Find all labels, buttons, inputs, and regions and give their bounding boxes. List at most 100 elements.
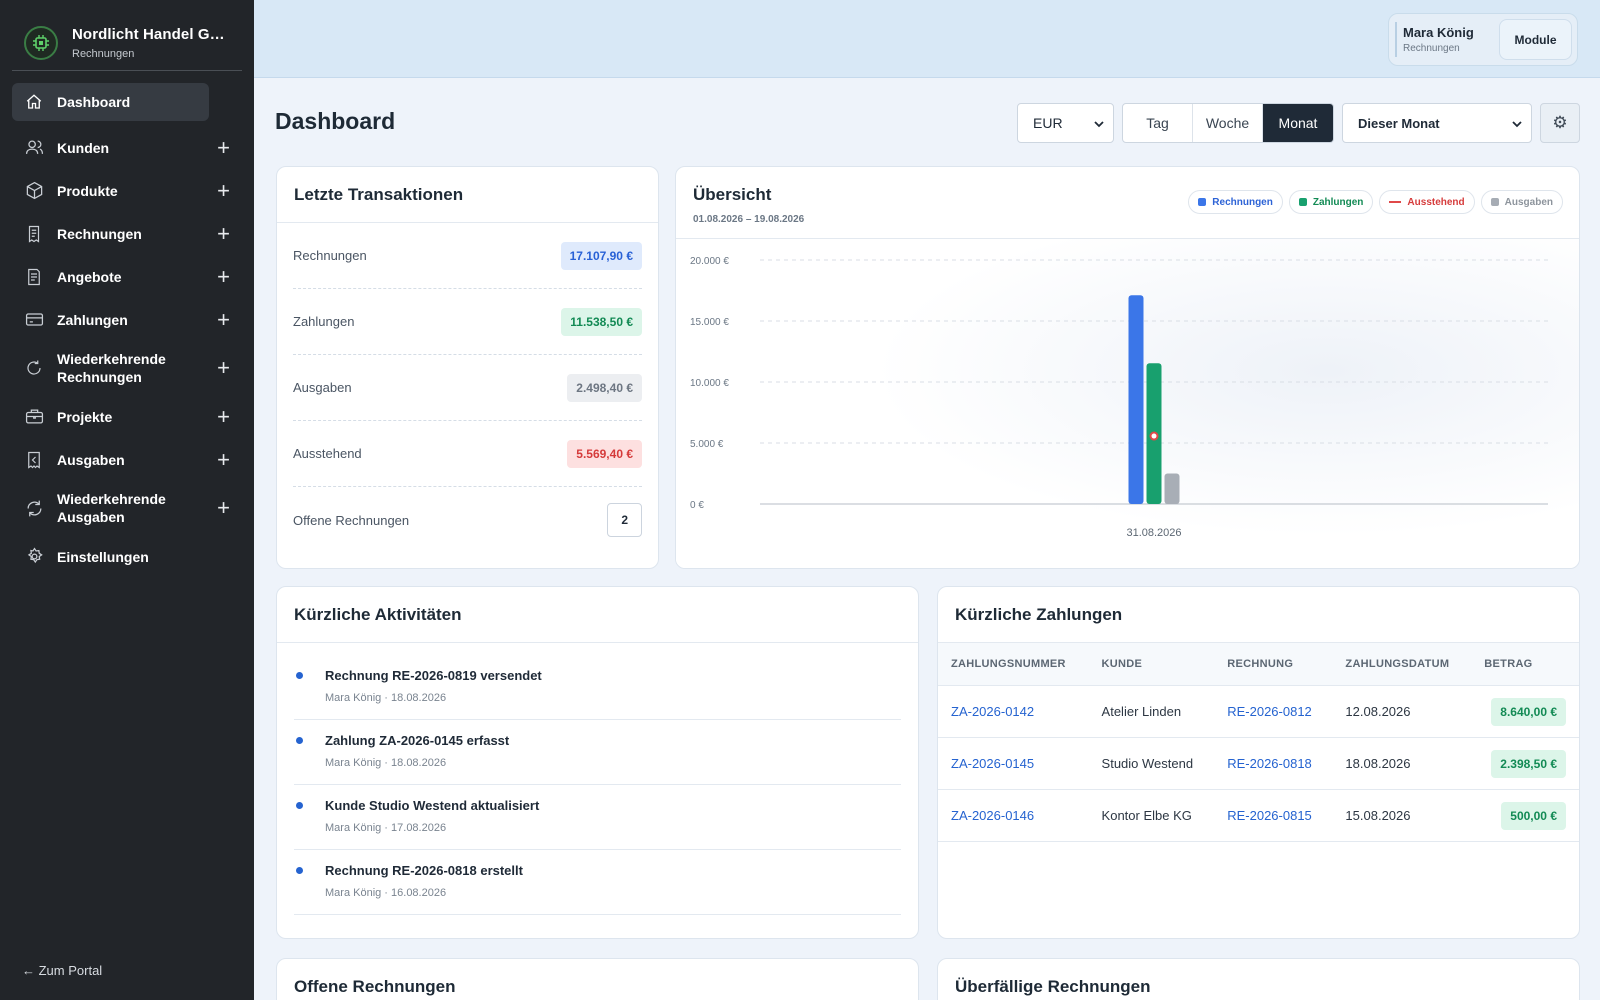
legend-label: Zahlungen [1312, 196, 1364, 208]
transaction-row[interactable]: Offene Rechnungen 2 [293, 487, 642, 553]
back-to-portal-link[interactable]: ← Zum Portal [22, 963, 103, 978]
add-kunde-button[interactable]: + [217, 134, 230, 160]
payment-date: 15.08.2026 [1332, 789, 1472, 842]
module-button[interactable]: Module [1499, 19, 1572, 60]
activity-item[interactable]: Kunde Studio Westend aktualisiert Mara K… [294, 785, 901, 850]
gear-icon [24, 547, 44, 567]
activity-item[interactable]: Zahlung ZA-2026-0145 erfasst Mara König … [294, 720, 901, 785]
transaction-row[interactable]: Rechnungen 17.107,90 € [293, 223, 642, 289]
transaction-value: 2.498,40 € [567, 373, 642, 402]
legend-swatch [1490, 198, 1499, 206]
add-projekt-button[interactable]: + [217, 403, 230, 429]
activity-title: Zahlung ZA-2026-0145 erfasst [325, 733, 510, 748]
table-row[interactable]: ZA-2026-0146 Kontor Elbe KG RE-2026-0815… [938, 789, 1579, 842]
column-header-zahlungsnummer[interactable]: ZAHLUNGSNUMMER [938, 643, 1089, 686]
legend-item-rechnungen[interactable]: Rechnungen [1188, 190, 1283, 214]
payment-amount: 2.398,50 € [1491, 749, 1566, 778]
activity-meta: Mara König · 18.08.2026 [325, 757, 447, 769]
sidebar-item-angebote[interactable]: Angebote + [0, 255, 254, 298]
payment-invoice-link[interactable]: RE-2026-0812 [1214, 685, 1333, 738]
page-title: Dashboard [275, 108, 396, 134]
open-invoices-count: 2 [607, 503, 642, 537]
activity-dot [296, 737, 303, 744]
range-tab-woche[interactable]: Woche [1193, 104, 1263, 142]
transaction-row[interactable]: Zahlungen 11.538,50 € [293, 289, 642, 355]
sidebar-item-projekte[interactable]: Projekte + [0, 395, 254, 438]
column-header-kunde[interactable]: KUNDE [1088, 643, 1215, 686]
dashboard-settings-button[interactable]: ⚙ [1540, 103, 1580, 143]
sidebar-item-label: Rechnungen [57, 225, 142, 242]
sidebar-item-kunden[interactable]: Kunden + [0, 126, 254, 169]
table-header-row: ZAHLUNGSNUMMER KUNDE RECHNUNG ZAHLUNGSDA… [938, 643, 1579, 686]
sidebar-item-produkte[interactable]: Produkte + [0, 169, 254, 212]
sidebar-item-rechnungen[interactable]: Rechnungen + [0, 212, 254, 255]
range-tab-tag[interactable]: Tag [1123, 104, 1193, 142]
brand[interactable]: Nordlicht Handel G… Rechnungen [0, 0, 254, 70]
legend-item-ausstehend[interactable]: Ausstehend [1379, 190, 1475, 214]
user-name: Mara König [1403, 25, 1474, 40]
add-wiederkehrende-rechnung-button[interactable]: + [217, 355, 230, 380]
period-select[interactable]: Dieser Monat [1342, 103, 1532, 143]
transaction-row[interactable]: Ausstehend 5.569,40 € [293, 421, 642, 487]
y-tick-label: 10.000 € [690, 378, 729, 389]
add-ausgabe-button[interactable]: + [217, 446, 230, 472]
column-header-rechnung[interactable]: RECHNUNG [1214, 643, 1333, 686]
open-invoices-card: Offene Rechnungen [276, 958, 919, 1000]
transaction-label: Ausstehend [293, 446, 362, 461]
sidebar-item-wiederkehrende-ausgaben[interactable]: Wiederkehrende Ausgaben + [0, 481, 254, 535]
payment-number-link[interactable]: ZA-2026-0145 [938, 737, 1089, 790]
add-angebot-button[interactable]: + [217, 263, 230, 289]
payment-invoice-link[interactable]: RE-2026-0815 [1214, 789, 1333, 842]
sidebar-item-wiederkehrende-rechnungen[interactable]: Wiederkehrende Rechnungen + [0, 341, 254, 395]
activities-list: Rechnung RE-2026-0819 versendet Mara Kön… [277, 643, 918, 915]
activities-title: Kürzliche Aktivitäten [294, 604, 462, 624]
payment-customer: Studio Westend [1088, 737, 1215, 790]
payment-number-link[interactable]: ZA-2026-0142 [938, 685, 1089, 738]
sidebar-item-ausgaben[interactable]: Ausgaben + [0, 438, 254, 481]
currency-value: EUR [1033, 115, 1063, 131]
activity-item[interactable]: Rechnung RE-2026-0818 erstellt Mara Köni… [294, 850, 901, 915]
sidebar-item-dashboard[interactable]: Dashboard [12, 83, 209, 121]
credit-card-icon [24, 310, 44, 330]
payment-number-link[interactable]: ZA-2026-0146 [938, 789, 1089, 842]
legend-swatch [1198, 198, 1207, 206]
activity-dot [296, 802, 303, 809]
payment-amount: 500,00 € [1501, 801, 1566, 830]
overview-date-range: 01.08.2026 – 19.08.2026 [693, 214, 805, 225]
payments-title: Kürzliche Zahlungen [955, 604, 1123, 624]
payment-invoice-link[interactable]: RE-2026-0818 [1214, 737, 1333, 790]
table-row[interactable]: ZA-2026-0145 Studio Westend RE-2026-0818… [938, 737, 1579, 790]
column-header-zahlungsdatum[interactable]: ZAHLUNGSDATUM [1332, 643, 1472, 686]
add-produkt-button[interactable]: + [217, 177, 230, 203]
payment-amount: 8.640,00 € [1491, 697, 1566, 726]
overview-chart: 0 € 5.000 € 10.000 € 15.000 € 20.000 € 31.08.… [676, 239, 1579, 568]
sidebar-item-label: Ausgaben [57, 451, 125, 468]
transaction-row[interactable]: Ausgaben 2.498,40 € [293, 355, 642, 421]
open-invoices-title: Offene Rechnungen [294, 977, 456, 996]
transaction-label: Ausgaben [293, 380, 352, 395]
table-row[interactable]: ZA-2026-0142 Atelier Linden RE-2026-0812… [938, 685, 1579, 738]
column-header-betrag[interactable]: BETRAG [1471, 643, 1579, 686]
recurring-icon [24, 358, 44, 378]
add-zahlung-button[interactable]: + [217, 306, 230, 332]
add-rechnung-button[interactable]: + [217, 220, 230, 246]
user-menu[interactable]: Mara König Rechnungen Module [1388, 13, 1578, 66]
activity-item[interactable]: Rechnung RE-2026-0819 versendet Mara Kön… [294, 655, 901, 720]
recurring-expense-icon [24, 498, 44, 518]
transaction-label: Offene Rechnungen [293, 512, 410, 528]
sidebar-item-label: Produkte [57, 182, 118, 199]
sidebar-item-zahlungen[interactable]: Zahlungen + [0, 298, 254, 341]
chart-legend: Rechnungen Zahlungen Ausstehend Ausgaben [1188, 190, 1563, 214]
add-wiederkehrende-ausgabe-button[interactable]: + [217, 495, 230, 520]
currency-select[interactable]: EUR [1017, 103, 1114, 143]
company-name: Nordlicht Handel G… [72, 26, 225, 43]
sidebar-divider [12, 70, 242, 71]
legend-item-zahlungen[interactable]: Zahlungen [1288, 190, 1374, 214]
legend-item-ausgaben[interactable]: Ausgaben [1480, 190, 1563, 214]
sidebar-item-label: Kunden [57, 139, 110, 156]
range-tab-monat[interactable]: Monat [1263, 104, 1333, 142]
quote-icon [24, 267, 44, 287]
activity-dot [296, 867, 303, 874]
activity-meta: Mara König · 16.08.2026 [325, 887, 447, 899]
sidebar-item-einstellungen[interactable]: Einstellungen [0, 535, 254, 578]
